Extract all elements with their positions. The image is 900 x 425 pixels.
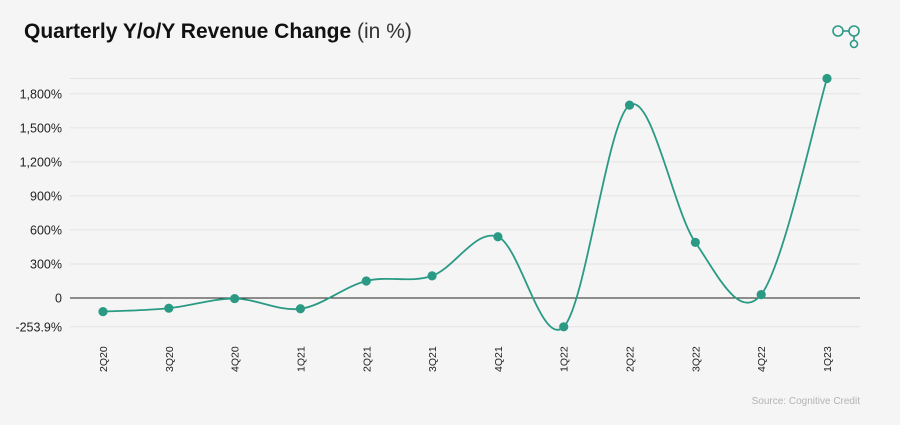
x-tick-label: 4Q20	[230, 346, 242, 372]
series-points	[98, 73, 832, 332]
x-tick-label: 2Q22	[625, 346, 637, 372]
y-axis-tick-labels: 1,800% 1,500% 1,200% 900% 600% 300% 0 -253.9%	[15, 87, 62, 334]
y-tick-label: -253.9%	[15, 320, 62, 334]
y-tick-label: 900%	[30, 189, 62, 203]
x-tick-label: 3Q22	[690, 346, 702, 372]
y-tick-label: 1,200%	[20, 155, 62, 169]
data-point-3q22	[690, 237, 700, 248]
series-line-path	[102, 78, 828, 331]
chart-title-main: Quarterly Y/o/Y Revenue Change	[24, 20, 352, 43]
y-tick-label: 1,500%	[20, 121, 62, 135]
data-point-4q22	[756, 289, 766, 300]
data-point-4q20	[230, 293, 240, 304]
x-tick-label: 1Q23	[822, 346, 834, 372]
y-tick-label: 1,800%	[20, 87, 62, 101]
data-point-3q21	[427, 271, 437, 281]
y-tick-label: 300%	[30, 257, 62, 271]
y-tick-label: 0	[55, 292, 62, 306]
x-tick-label: 1Q21	[295, 346, 307, 372]
x-tick-label: 2Q21	[361, 346, 373, 372]
x-tick-label: 3Q20	[164, 346, 176, 372]
x-tick-label: 4Q21	[493, 346, 505, 372]
x-tick-label: 1Q22	[559, 346, 571, 372]
chart-title: Quarterly Y/o/Y Revenue Change (in %)	[24, 20, 412, 44]
x-tick-label: 2Q20	[98, 346, 110, 372]
data-point-2q22	[624, 100, 635, 110]
data-point-1q23	[822, 73, 832, 84]
data-point-4q21	[493, 232, 503, 242]
data-point-3q20	[164, 303, 174, 313]
series-line	[102, 78, 828, 331]
source-note: Source: Cognitive Credit	[751, 396, 860, 407]
data-point-1q22	[559, 322, 569, 332]
data-point-2q20	[98, 307, 108, 317]
data-point-2q21	[361, 276, 371, 286]
x-tick-label: 4Q22	[756, 346, 768, 372]
data-point-1q21	[295, 304, 306, 314]
cognitive-credit-logo-icon	[832, 25, 860, 49]
grid-lines	[70, 77, 860, 328]
x-tick-label: 3Q21	[427, 346, 439, 372]
chart-title-unit: (in %)	[357, 20, 412, 43]
y-tick-label: 600%	[30, 223, 62, 237]
x-axis-tick-labels: 2Q20 3Q20 4Q20 1Q21 2Q21 3Q21 4Q21 1Q22 2Q22 3Q22…	[98, 346, 834, 372]
